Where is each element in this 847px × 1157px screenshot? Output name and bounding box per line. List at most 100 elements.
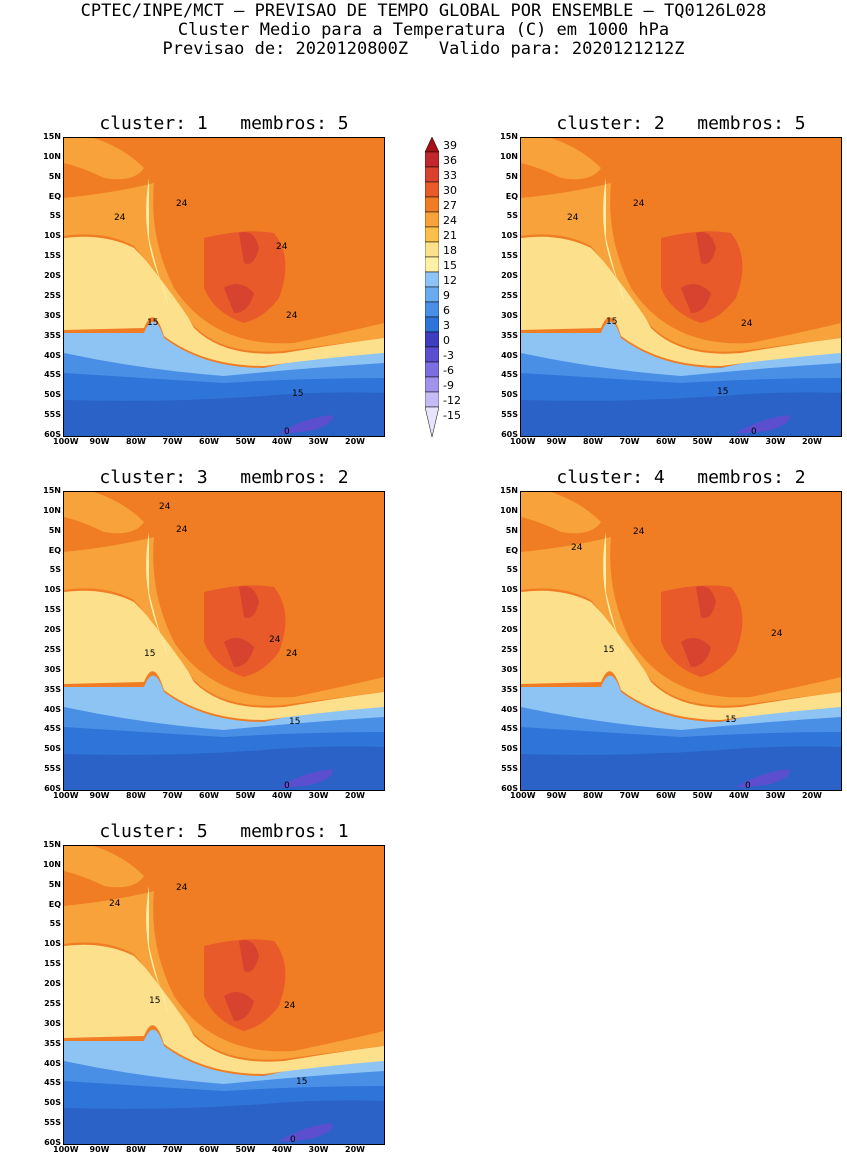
- color-bar-label: 39: [443, 138, 457, 152]
- lat-tick-label: 10S: [44, 939, 61, 949]
- contour-label: 15: [289, 717, 300, 727]
- lon-tick-label: 20W: [802, 437, 822, 446]
- contour-label: 0: [284, 781, 290, 790]
- lon-tick-label: 70W: [162, 437, 183, 446]
- lat-tick-label: 45S: [44, 1078, 61, 1088]
- lon-tick-label: 100W: [53, 791, 79, 800]
- contour-label: 0: [290, 1135, 296, 1144]
- contour-label: 24: [633, 199, 645, 209]
- lon-tick-label: 50W: [692, 437, 713, 446]
- color-bar-segment: [425, 211, 439, 228]
- color-bar-segment: [425, 226, 439, 243]
- color-bar-segment: [425, 241, 439, 258]
- lon-tick-label: 30W: [308, 791, 329, 800]
- lon-tick-label: 20W: [345, 791, 365, 800]
- color-bar-label: 30: [443, 183, 457, 197]
- lat-tick-label: 35S: [501, 330, 518, 340]
- lat-tick-label: 50S: [44, 390, 61, 400]
- lon-tick-label: 30W: [765, 437, 786, 446]
- color-bar-label: -12: [443, 393, 461, 407]
- lon-tick-label: 20W: [345, 1145, 365, 1154]
- color-bar-label: -15: [443, 408, 461, 422]
- lat-tick-label: 35S: [44, 330, 61, 340]
- color-bar-label: -6: [443, 363, 454, 377]
- lat-tick-label: 55S: [44, 1118, 61, 1128]
- color-bar-label: 24: [443, 213, 457, 227]
- lat-tick-label: 50S: [501, 744, 518, 754]
- lat-tick-label: 55S: [501, 764, 518, 774]
- lat-tick-label: 15S: [44, 605, 61, 615]
- lat-tick-label: 25S: [501, 644, 518, 654]
- color-bar-label: 18: [443, 243, 457, 257]
- contour-label: 24: [771, 629, 783, 639]
- lon-tick-label: 50W: [235, 437, 256, 446]
- color-bar-segment: [425, 271, 439, 288]
- contour-label: 24: [286, 311, 298, 321]
- lon-tick-label: 90W: [89, 1145, 110, 1154]
- lat-tick-label: 10N: [43, 505, 61, 515]
- temperature-map: 24 24 24 24 15 15 0: [63, 137, 385, 437]
- lat-tick-label: 10N: [43, 151, 61, 161]
- lat-tick-label: 25S: [501, 290, 518, 300]
- panel-title: cluster: 2 membros: 5: [556, 113, 806, 134]
- header-line2: Cluster Medio para a Temperatura (C) em …: [177, 20, 670, 40]
- panel-title: cluster: 5 membros: 1: [99, 821, 349, 842]
- color-bar-segment: [425, 361, 439, 378]
- contour-label: 15: [606, 317, 617, 327]
- contour-label: 15: [725, 715, 736, 725]
- lat-tick-label: 15N: [43, 840, 61, 849]
- lon-tick-label: 50W: [235, 1145, 256, 1154]
- panel-title: cluster: 1 membros: 5: [99, 113, 349, 134]
- lat-tick-label: 40S: [501, 350, 518, 360]
- lat-tick-label: 5N: [48, 171, 61, 181]
- color-bar-segment: [425, 286, 439, 303]
- lat-tick-label: 10S: [44, 585, 61, 595]
- contour-label: 24: [567, 213, 579, 223]
- lat-tick-label: 35S: [44, 684, 61, 694]
- lat-tick-label: 5S: [506, 565, 518, 575]
- lat-tick-label: 5S: [49, 211, 61, 221]
- contour-label: 24: [109, 899, 121, 909]
- lat-tick-label: 55S: [501, 410, 518, 420]
- lat-tick-label: 45S: [44, 370, 61, 380]
- lon-tick-label: 30W: [308, 1145, 329, 1154]
- color-bar-label: 36: [443, 153, 457, 167]
- lat-tick-label: 15N: [500, 486, 518, 495]
- contour-label: 24: [741, 319, 753, 329]
- color-bar-cap: [425, 406, 439, 437]
- lon-tick-label: 90W: [89, 791, 110, 800]
- lat-tick-label: 60S: [44, 430, 61, 439]
- lat-tick-label: 40S: [44, 350, 61, 360]
- color-bar-label: 21: [443, 228, 457, 242]
- lat-tick-label: EQ: [505, 191, 518, 201]
- lat-tick-label: 60S: [501, 784, 518, 793]
- lon-tick-label: 60W: [656, 437, 676, 446]
- lon-tick-label: 80W: [583, 437, 603, 446]
- lat-tick-label: 15N: [43, 486, 61, 495]
- lon-tick-label: 40W: [272, 1145, 292, 1154]
- lat-tick-label: 60S: [44, 784, 61, 793]
- lat-tick-label: 10S: [501, 585, 518, 595]
- lon-tick-label: 90W: [546, 437, 567, 446]
- lat-tick-label: 30S: [501, 310, 518, 320]
- color-bar-segment: [425, 256, 439, 273]
- color-bar-label: -3: [443, 348, 454, 362]
- contour-label: 15: [147, 318, 158, 328]
- temperature-map: 24 24 24 15 15 0: [520, 137, 842, 437]
- contour-label: 15: [717, 387, 728, 397]
- lon-tick-label: 70W: [619, 437, 640, 446]
- color-bar-segment: [425, 301, 439, 318]
- contour-label: 24: [633, 527, 645, 537]
- lat-tick-label: 20S: [501, 271, 518, 281]
- color-bar-segment: [425, 331, 439, 348]
- lat-tick-label: 15N: [500, 132, 518, 141]
- lon-tick-label: 60W: [656, 791, 676, 800]
- header-line3: Previsao de: 2020120800Z Valido para: 20…: [162, 39, 685, 59]
- contour-label: 0: [745, 781, 751, 790]
- lon-tick-label: 90W: [89, 437, 110, 446]
- lon-tick-label: 40W: [272, 437, 292, 446]
- color-bar-segment: [425, 196, 439, 213]
- lat-tick-label: EQ: [48, 899, 61, 909]
- color-bar-segment: [425, 391, 439, 408]
- lat-tick-label: 35S: [44, 1038, 61, 1048]
